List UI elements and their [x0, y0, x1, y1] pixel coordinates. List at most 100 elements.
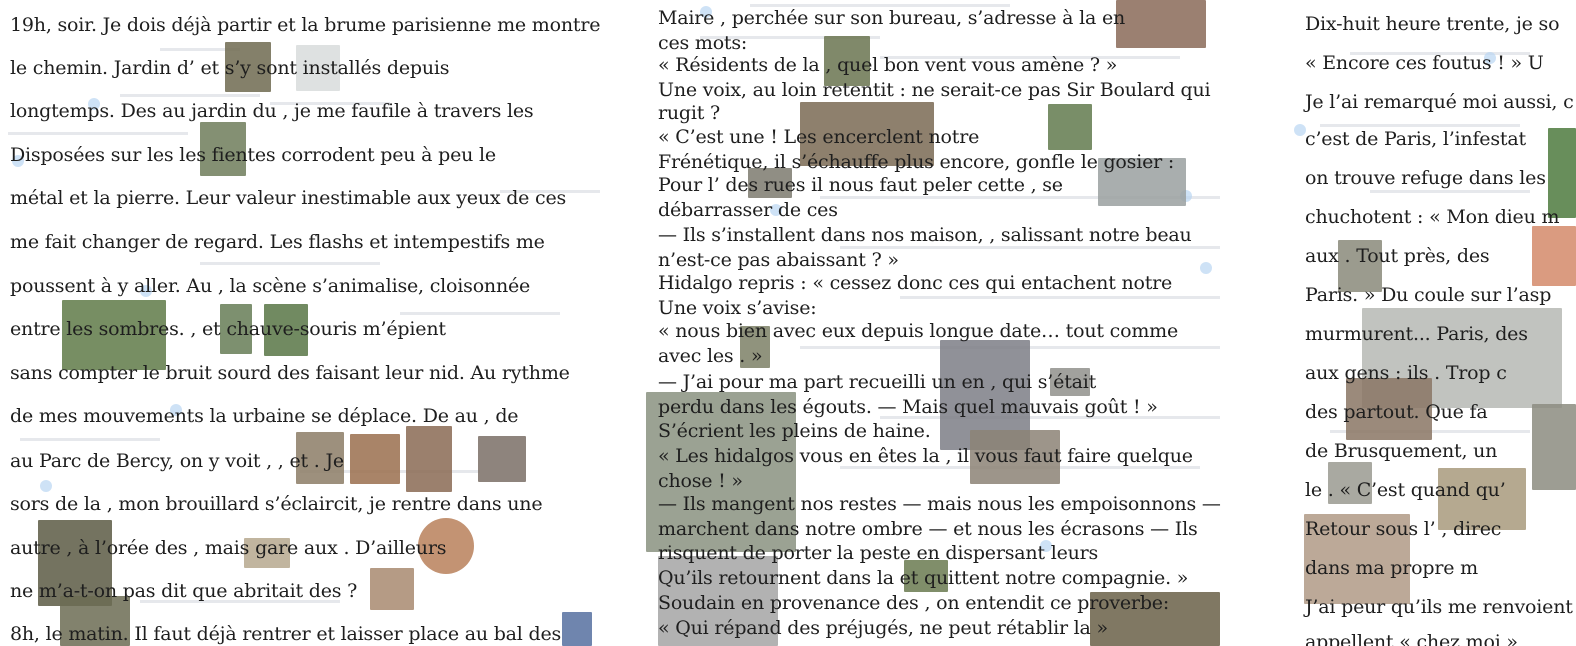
poem-line: chose ! » [658, 470, 743, 492]
poem-line: appellent « chez moi » [1305, 631, 1518, 646]
poem-line: Hidalgo repris : « cessez donc ces qui e… [658, 272, 1173, 294]
poem-line: murmurent... Paris, des [1305, 323, 1528, 345]
rue-photo [1090, 592, 1220, 646]
poem-line: Frénétique, il s’échauffe plus encore, g… [658, 151, 1175, 173]
poem-line: des partout. Que fa [1305, 401, 1488, 423]
poem-line: risquent de porter la peste en dispersan… [658, 542, 1099, 564]
tweet-fragment [880, 416, 1220, 419]
bird-photo [220, 304, 252, 354]
tweet-fragment [750, 4, 1010, 7]
rat-pavement-photo [1328, 462, 1372, 504]
rat-sewer-photo [1050, 368, 1090, 396]
tram-photo [1532, 404, 1576, 490]
poem-line: — J’ai pour ma part recueilli un en , qu… [658, 371, 1097, 393]
poem-line: « Résidents de la , quel bon vent vous a… [658, 54, 1118, 76]
calf-photo [406, 426, 452, 492]
poem-column-2: Maire , perchée sur son bureau, s’adress… [640, 0, 1256, 646]
poem-line: entre les sombres. , et chauve-souris m’… [10, 318, 446, 340]
poem-line: aux . Tout près, des [1305, 245, 1490, 267]
meadow-photo [904, 560, 948, 592]
tweet-fragment [120, 94, 260, 97]
poem-line: Paris. » Du coule sur l’asp [1305, 284, 1552, 306]
poem-line: sans compter le bruit sourd des faisant … [10, 362, 570, 384]
twitter-bird-icon [170, 404, 182, 416]
poem-line: « Qui répand des préjugés, ne peut rétab… [658, 617, 1108, 639]
swan-photo [296, 45, 340, 91]
undergrowth-photo [60, 596, 130, 646]
duck-photo [264, 304, 308, 356]
tweet-fragment [140, 600, 340, 603]
tweet-fragment [8, 132, 188, 135]
poster-photo [1532, 226, 1576, 286]
poem-line: « Encore ces foutus ! » U [1305, 52, 1544, 74]
poem-line: Qu’ils retournent dans la et quittent no… [658, 567, 1189, 589]
turkey-photo [478, 436, 526, 482]
poem-line: ces mots: [658, 32, 748, 54]
poem-line: longtemps. Des au jardin du , je me fauf… [10, 100, 534, 122]
goat-photo [296, 432, 344, 484]
poem-line: c’est de Paris, l’infestat [1305, 128, 1526, 150]
poem-line: ne m’a-t-on pas dit que abritait des ? [10, 580, 358, 602]
twitter-bird-icon [1200, 262, 1212, 274]
twitter-bird-icon [140, 285, 152, 297]
cat-photo [1346, 378, 1432, 440]
poem-line: de mes mouvements la urbaine se déplace.… [10, 405, 519, 427]
poem-line: S’écrient les pleins de haine. [658, 420, 931, 442]
poem-line: autre , à l’orée des , mais gare aux . D… [10, 537, 447, 559]
poem-line: 19h, soir. Je dois déjà partir et la bru… [10, 14, 601, 36]
garden-photo [1048, 104, 1092, 150]
poem-line: poussent à y aller. Au , la scène s’anim… [10, 275, 531, 297]
crowd-photo [970, 430, 1060, 484]
poem-line: rugit ? [658, 102, 721, 124]
poem-line: J’ai peur qu’ils me renvoient [1305, 596, 1573, 618]
poem-line: marchent dans notre ombre — et nous les … [658, 518, 1198, 540]
rat-street-photo [1338, 240, 1382, 292]
poem-line: n’est-ce pas abaissant ? » [658, 249, 899, 271]
tweet-fragment [200, 262, 380, 265]
poem-line: Disposées sur les les fientes corrodent … [10, 144, 496, 166]
poem-line: de Brusquement, un [1305, 440, 1498, 462]
poem-line: me fait changer de regard. Les flashs et… [10, 231, 545, 253]
poem-line: avec les . » [658, 345, 763, 367]
twitter-bird-icon [40, 480, 52, 492]
tweet-fragment [840, 246, 1220, 249]
twitter-bird-icon [1294, 124, 1306, 136]
poem-line: Je l’ai remarqué moi aussi, c [1305, 91, 1574, 113]
poem-line: — Ils s’installent dans nos maison, , sa… [658, 224, 1192, 246]
poem-column-1: 19h, soir. Je dois déjà partir et la bru… [0, 0, 612, 646]
twitter-bird-icon [700, 6, 712, 18]
foliage-photo [62, 300, 166, 370]
twitter-bird-icon [1484, 52, 1496, 64]
poem-line: débarrasser de ces [658, 199, 838, 221]
council-photo [1116, 0, 1206, 48]
collage-photo [800, 102, 934, 166]
poem-column-3: Dix-huit heure trente, je so « Encore ce… [1290, 0, 1576, 646]
highland-cow-photo [350, 434, 400, 484]
poem-line: « C’est une ! Les encerclent notre [658, 126, 980, 148]
poem-line: Retour sous l’ , direc [1305, 518, 1502, 540]
poem-line: Une voix s’avise: [658, 297, 817, 319]
poem-line: sors de la , mon brouillard s’éclaircit,… [10, 493, 543, 515]
pavement-photo [658, 556, 778, 646]
poem-line: Soudain en provenance des , on entendit … [658, 592, 1170, 614]
city-collage-photo [646, 392, 796, 552]
tweet-fragment [700, 36, 880, 39]
poem-line: Dix-huit heure trente, je so [1305, 13, 1560, 35]
mouse-photo [740, 326, 770, 368]
tweet-fragment [400, 312, 560, 315]
rats-photo [370, 568, 414, 610]
cage-photo [1304, 514, 1410, 604]
tree-photo [200, 122, 246, 176]
poem-line: le . « C’est quand qu’ [1305, 479, 1506, 501]
poem-line: on trouve refuge dans les [1305, 167, 1546, 189]
twitter-bird-icon [88, 98, 100, 110]
poem-line: chuchotent : « Mon dieu m [1305, 206, 1560, 228]
forest-photo [38, 520, 112, 606]
tweet-fragment [270, 102, 390, 105]
tweet-fragment [160, 48, 240, 51]
tweet-fragment [880, 56, 1180, 59]
tweet-fragment [1370, 190, 1530, 193]
tweet-fragment [1320, 124, 1520, 127]
twitter-bird-icon [1040, 540, 1052, 552]
tweet-fragment [900, 296, 1220, 299]
